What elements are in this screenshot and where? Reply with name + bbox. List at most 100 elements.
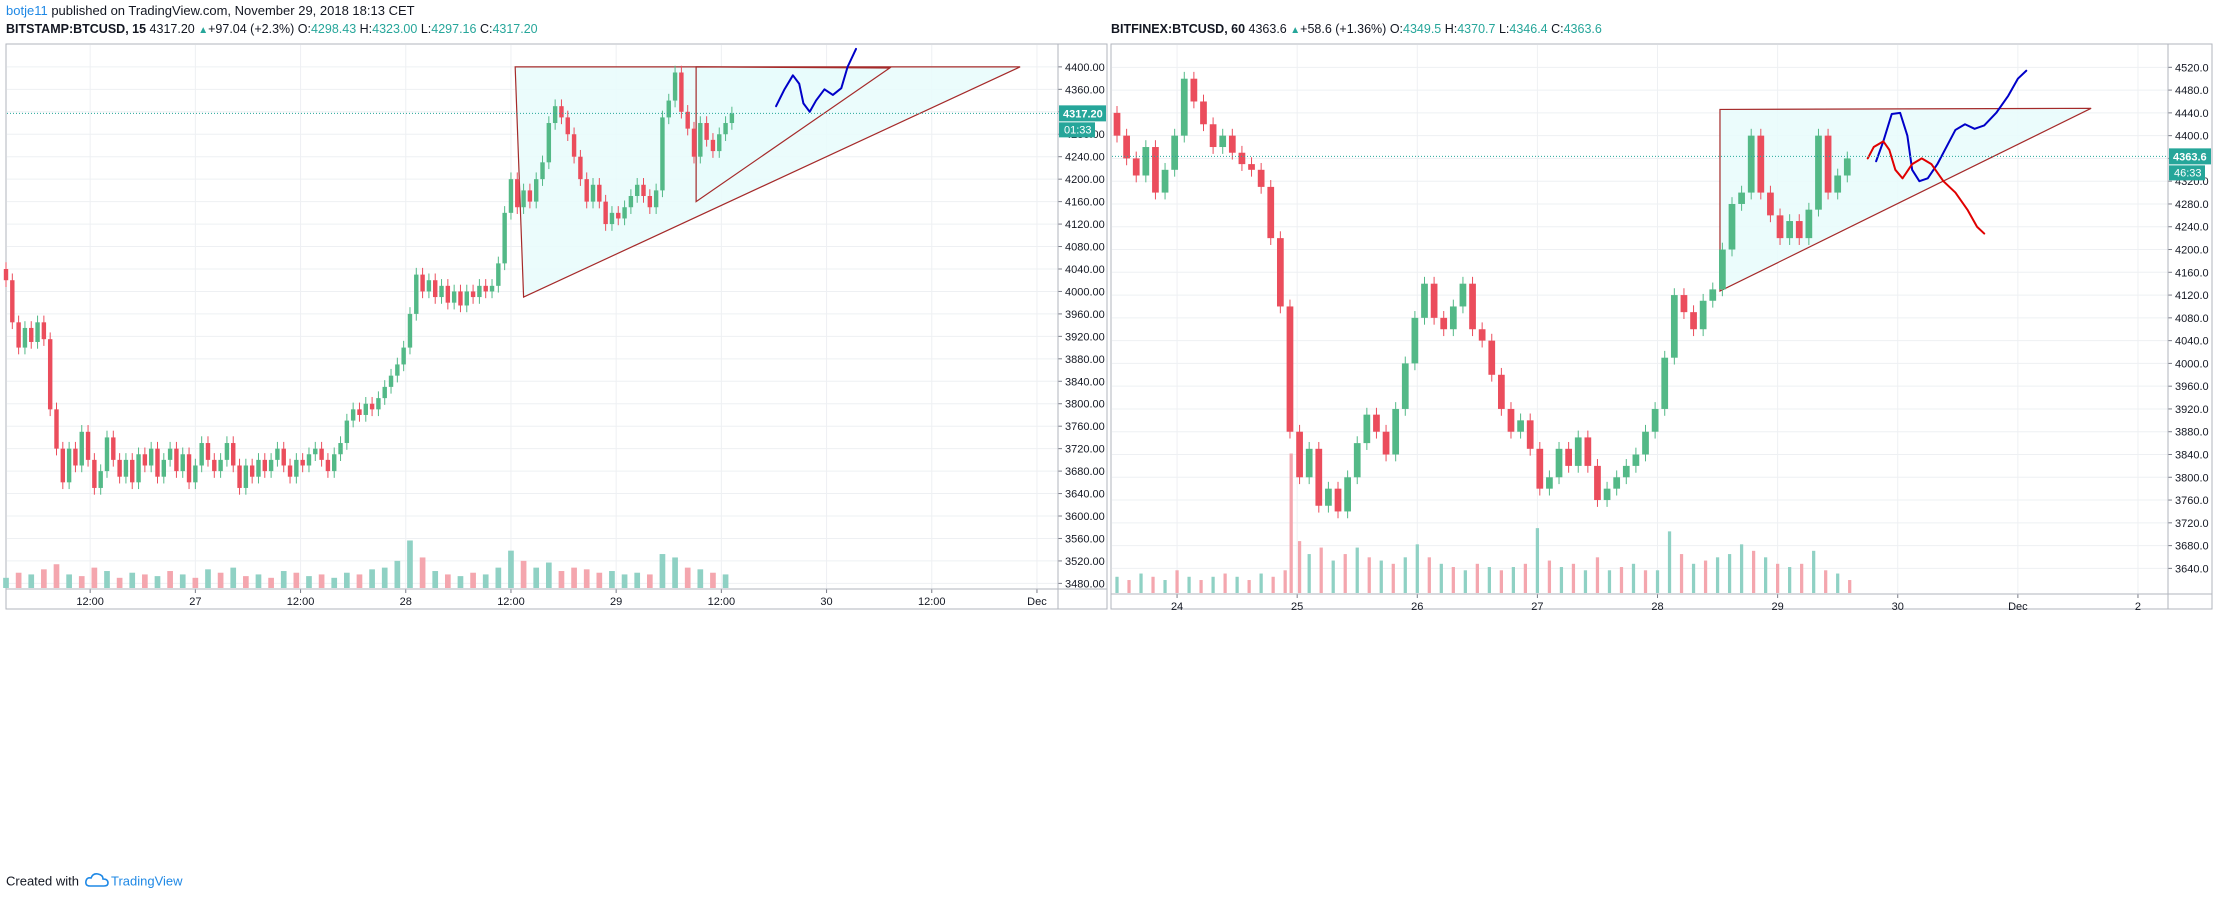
volume-bar [1607, 570, 1612, 593]
x-tick-label: 12:00 [497, 596, 525, 608]
volume-bar [1427, 557, 1431, 593]
candle-body [54, 409, 59, 449]
y-tick-label: 3880.0 [2175, 427, 2209, 439]
volume-bar [495, 567, 502, 588]
volume-bar [1535, 528, 1540, 593]
chart-panel-bitfinex[interactable]: 4520.04480.04440.04400.04360.04320.04280… [1110, 43, 2213, 613]
candle-body [496, 263, 501, 286]
candle-body [1113, 112, 1121, 136]
volume-bar [1283, 570, 1287, 593]
volume-bar [407, 540, 413, 588]
freehand-blue-path [775, 47, 858, 113]
y-tick-label: 3680.00 [1065, 466, 1105, 478]
candle-body [1478, 329, 1486, 341]
y-tick-label: 4280.0 [2175, 199, 2209, 211]
candle-body [306, 454, 312, 466]
volume-bar [1297, 541, 1302, 593]
candle-body [451, 291, 457, 303]
volume-bar [280, 571, 287, 588]
volume-bar [1187, 576, 1191, 593]
y-tick-label: 4360.00 [1065, 84, 1105, 96]
y-tick-label: 4520.0 [2175, 62, 2209, 74]
x-tick-label: 28 [1651, 601, 1663, 613]
candle-body [3, 268, 9, 281]
volume-bar [545, 562, 552, 588]
volume-bar [255, 574, 262, 588]
tradingview-cloud-icon [85, 873, 109, 891]
last-price-badge [1059, 105, 1106, 122]
volume-bar [710, 572, 716, 588]
volume-bar [167, 571, 173, 588]
chart-panel-bitstamp[interactable]: 4400.004360.004320.004280.004240.004200.… [3, 43, 1108, 610]
x-tick-label: 29 [610, 596, 622, 608]
volume-bar [1679, 554, 1684, 593]
volume-bar [596, 572, 603, 588]
y-tick-label: 4040.00 [1065, 264, 1105, 276]
candle-body [22, 327, 28, 348]
y-tick-label: 3920.0 [2175, 404, 2209, 416]
countdown-label: 46:33 [2174, 167, 2202, 179]
volume-bar [1247, 580, 1251, 593]
candle-body [1555, 448, 1563, 478]
candle-body [218, 459, 223, 472]
candle-body [281, 448, 286, 466]
candle-body [723, 123, 728, 135]
high-value: 4323.00 [372, 22, 418, 36]
volume-bar [1824, 570, 1828, 593]
volume-bar [1391, 563, 1395, 593]
candle-body [1834, 175, 1842, 193]
low-label: L: [1498, 22, 1510, 36]
candle-body [1449, 306, 1457, 330]
candle-body [603, 201, 608, 225]
candle-body [420, 274, 425, 292]
symbol-label[interactable]: BITSTAMP:BTCUSD, 15 [6, 22, 147, 36]
close-label: C: [1551, 22, 1564, 36]
candle-body [60, 448, 66, 483]
candle-body [666, 100, 671, 118]
candle-body [85, 431, 91, 460]
candle-body [1286, 306, 1294, 432]
candle-body [634, 184, 640, 197]
volume-bar [1703, 560, 1708, 593]
candle-body [1209, 124, 1217, 148]
candle-body [29, 327, 34, 342]
close-value: 4363.6 [1563, 22, 1602, 36]
y-tick-label: 3760.00 [1065, 421, 1105, 433]
candle-body [1123, 135, 1130, 159]
candle-body [470, 291, 476, 298]
candle-body [660, 117, 665, 191]
candle-body [294, 459, 299, 477]
close-value: 4317.20 [492, 22, 538, 36]
candle-body [1651, 408, 1659, 432]
candle-body [1526, 420, 1534, 449]
high-label: H: [359, 22, 373, 36]
candle-body [515, 179, 520, 208]
last-price: 4317.20 [149, 22, 195, 36]
candle-body [1152, 147, 1159, 193]
y-tick-label: 4080.00 [1065, 242, 1105, 254]
volume-bar [205, 569, 211, 588]
candle-body [1334, 488, 1342, 512]
volume-bar [1655, 570, 1660, 593]
volume-bar [1139, 573, 1143, 593]
volume-bar [192, 577, 199, 588]
volume-bar [533, 567, 540, 588]
candle-body [489, 285, 495, 292]
candle-body [565, 117, 570, 135]
candle-body [369, 403, 375, 410]
candle-body [679, 72, 684, 112]
y-tick-label: 3560.00 [1065, 533, 1105, 545]
candle-body [1142, 147, 1150, 176]
author-link[interactable]: botje11 [6, 3, 48, 18]
symbol-label[interactable]: BITFINEX:BTCUSD, 60 [1111, 22, 1246, 36]
volume-bar [1800, 563, 1804, 593]
candle-body [609, 212, 615, 225]
open-value: 4298.43 [310, 22, 357, 36]
y-tick-label: 3960.0 [2175, 381, 2209, 393]
y-tick-label: 3800.0 [2175, 472, 2209, 484]
tradingview-link[interactable]: TradingView [110, 873, 183, 889]
volume-bar [381, 567, 388, 588]
candle-body [136, 454, 141, 483]
volume-bar [432, 571, 439, 588]
